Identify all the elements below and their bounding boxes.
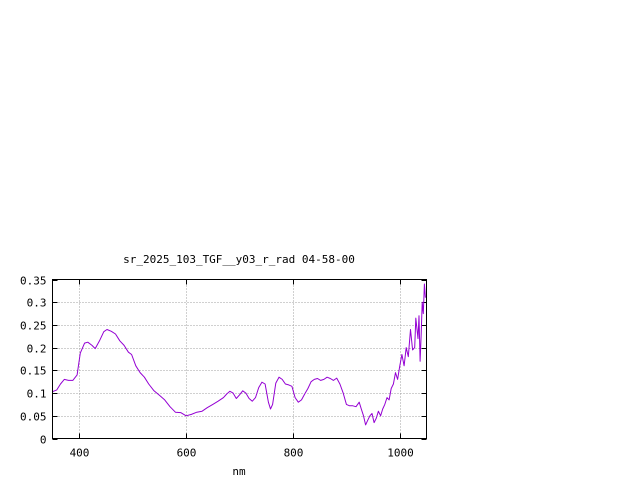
x-axis-label: nm — [232, 465, 246, 478]
y-tick-label: 0.3 — [27, 297, 47, 310]
y-tick-label: 0.1 — [27, 388, 47, 401]
tick-labels: 0 0.05 0.1 0.15 0.2 0.25 0.3 0.35 400 600 800 1000 — [20, 275, 414, 460]
x-tick-label: 600 — [177, 447, 197, 460]
x-tick-label: 400 — [70, 447, 90, 460]
y-tick-label: 0.05 — [20, 411, 47, 424]
x-tick-label: 800 — [284, 447, 304, 460]
series-line — [52, 283, 426, 426]
y-tick-label: 0.2 — [27, 343, 47, 356]
y-tick-label: 0.35 — [20, 275, 47, 288]
chart-title: sr_2025_103_TGF__y03_r_rad 04-58-00 — [123, 253, 355, 266]
plot-frame — [52, 279, 427, 439]
series-layer — [52, 283, 426, 426]
axis-ticks — [52, 279, 427, 440]
grid-lines — [52, 279, 427, 439]
x-tick-label: 1000 — [387, 447, 414, 460]
y-tick-label: 0 — [40, 434, 47, 447]
y-tick-label: 0.15 — [20, 365, 47, 378]
y-tick-label: 0.25 — [20, 320, 47, 333]
